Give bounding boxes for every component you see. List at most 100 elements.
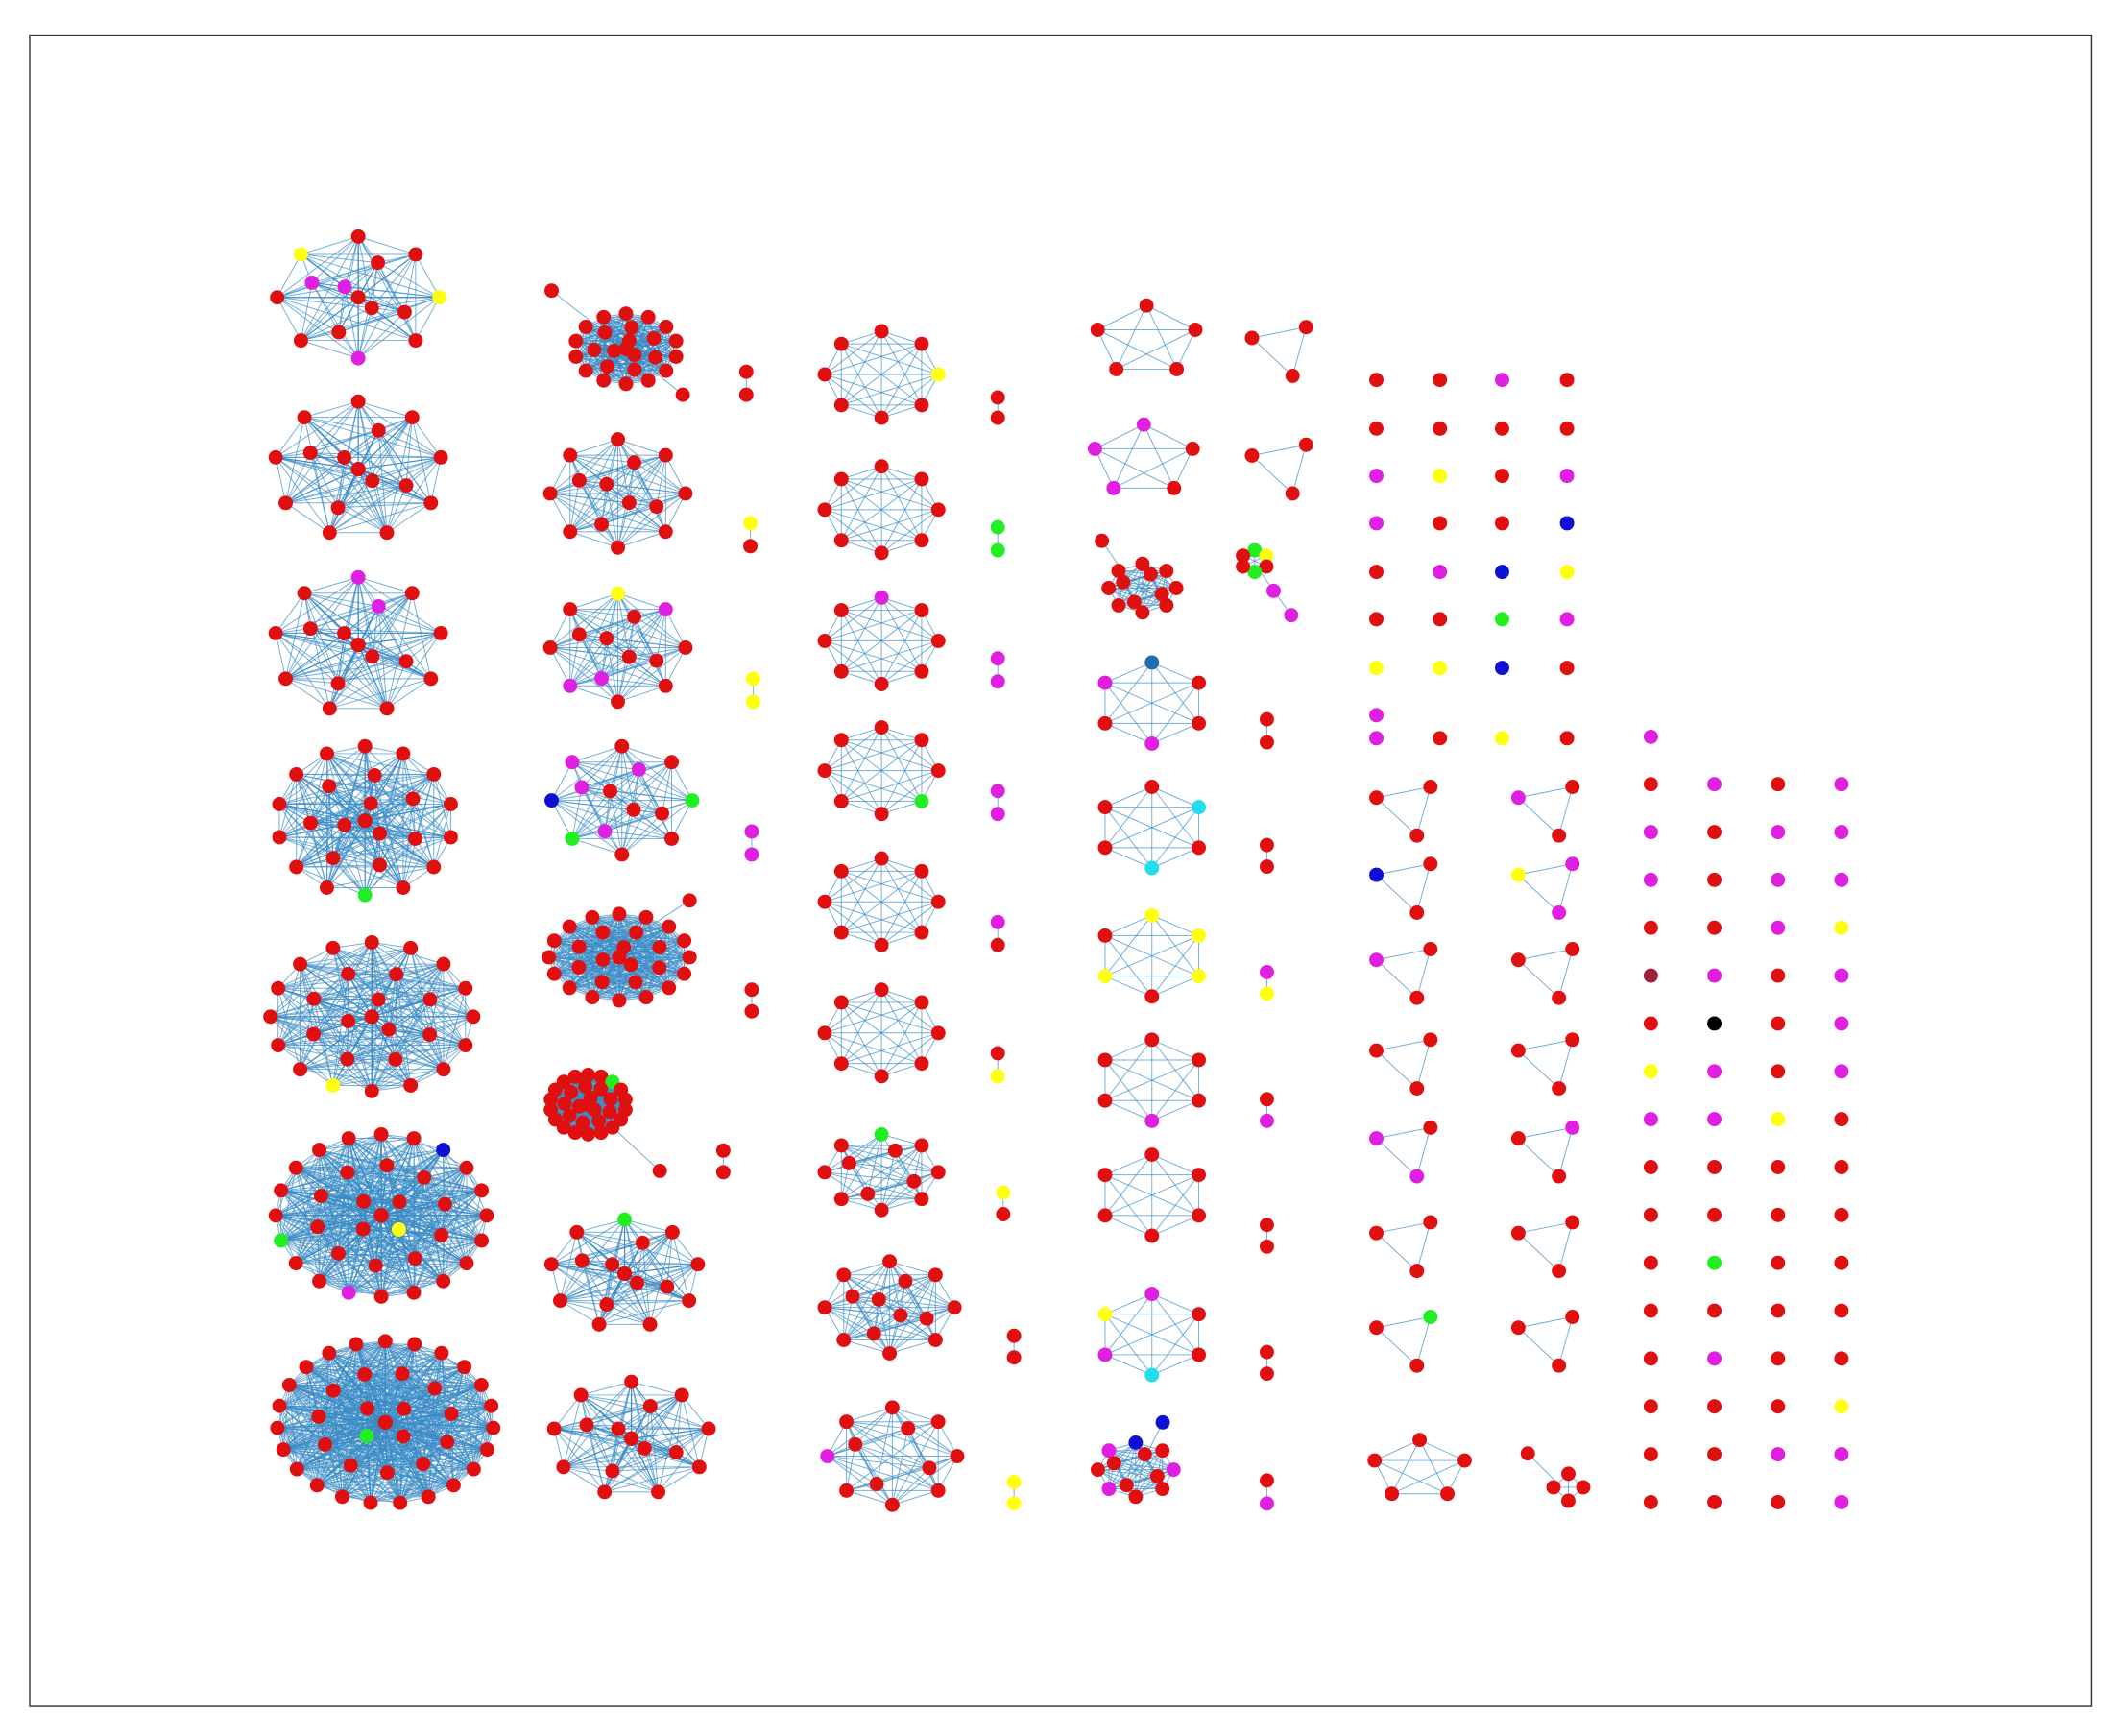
edge [601, 506, 657, 525]
edge [371, 262, 379, 308]
edge [280, 1190, 364, 1230]
edge [569, 454, 618, 548]
edge [372, 1045, 467, 1092]
edge [549, 647, 602, 680]
edge [549, 493, 618, 548]
edge [270, 1016, 334, 1086]
edge [278, 753, 327, 838]
edge [370, 1441, 447, 1504]
edge [355, 1343, 448, 1443]
edge [398, 1201, 445, 1282]
edge [377, 430, 388, 533]
edge [332, 775, 375, 858]
edge [578, 634, 618, 703]
edge [278, 1405, 325, 1445]
edge [569, 615, 635, 687]
edge [296, 1258, 416, 1265]
edge [313, 998, 379, 1001]
edge [321, 1195, 399, 1230]
edge [332, 832, 380, 859]
edge [569, 502, 630, 533]
edge [329, 456, 442, 534]
edge [285, 661, 407, 680]
edge [270, 974, 397, 1018]
edge [569, 685, 618, 703]
edge [617, 439, 658, 507]
edge [358, 235, 417, 255]
edge [606, 439, 619, 485]
edge [568, 926, 624, 948]
edge [386, 1165, 467, 1169]
edge [571, 761, 639, 770]
edge [601, 493, 687, 525]
edge [364, 838, 416, 896]
edge [317, 1226, 349, 1293]
edge [348, 1138, 400, 1203]
edge [325, 785, 330, 888]
edge [415, 253, 441, 298]
edge [300, 1034, 430, 1071]
edge [551, 800, 623, 856]
edge [377, 262, 405, 313]
edge [301, 311, 405, 342]
edge [325, 1353, 330, 1445]
edge [270, 1016, 349, 1022]
edge [549, 454, 666, 494]
edge [378, 429, 442, 458]
edge [548, 956, 593, 998]
edge [337, 480, 373, 509]
edge [445, 1203, 488, 1217]
edge [337, 644, 359, 685]
edge [423, 1176, 482, 1192]
edge [671, 800, 693, 839]
edge [569, 454, 608, 485]
edge [277, 963, 445, 1046]
edge [413, 1235, 443, 1293]
edge [313, 1028, 389, 1035]
edge [275, 1215, 320, 1282]
edge [332, 1069, 444, 1086]
edge [571, 761, 662, 814]
edge [618, 947, 661, 1001]
edge [296, 822, 311, 868]
edge [277, 286, 346, 299]
edge [297, 1468, 388, 1474]
edge [551, 800, 573, 839]
edge [321, 1176, 424, 1196]
edge [664, 493, 687, 532]
edge [396, 974, 467, 1046]
edge [326, 753, 435, 868]
edge [344, 236, 359, 287]
edge [377, 430, 407, 486]
edge [357, 430, 379, 470]
edge [380, 1215, 416, 1260]
edge [344, 429, 379, 458]
edge [277, 1427, 318, 1486]
edge [466, 1190, 483, 1264]
edge [364, 1352, 442, 1375]
edge [280, 1138, 349, 1192]
edge [355, 1343, 442, 1354]
edge [338, 1253, 444, 1282]
edge [276, 1215, 339, 1254]
edge [348, 1258, 416, 1293]
edge [337, 592, 413, 685]
edge [649, 1232, 673, 1325]
edge [318, 1353, 330, 1417]
edge [568, 931, 604, 989]
edge [355, 1343, 465, 1368]
edge [434, 1387, 494, 1429]
edge [280, 1190, 349, 1293]
edge [579, 615, 635, 636]
edge [325, 1443, 423, 1465]
edge [569, 493, 687, 533]
edge [349, 1422, 386, 1466]
edge [270, 948, 334, 1018]
edge [301, 307, 373, 342]
edge [337, 457, 346, 508]
edge [443, 1204, 446, 1282]
edge [578, 439, 618, 481]
edge [305, 1366, 447, 1443]
edge [571, 761, 611, 792]
edge [374, 1177, 425, 1266]
